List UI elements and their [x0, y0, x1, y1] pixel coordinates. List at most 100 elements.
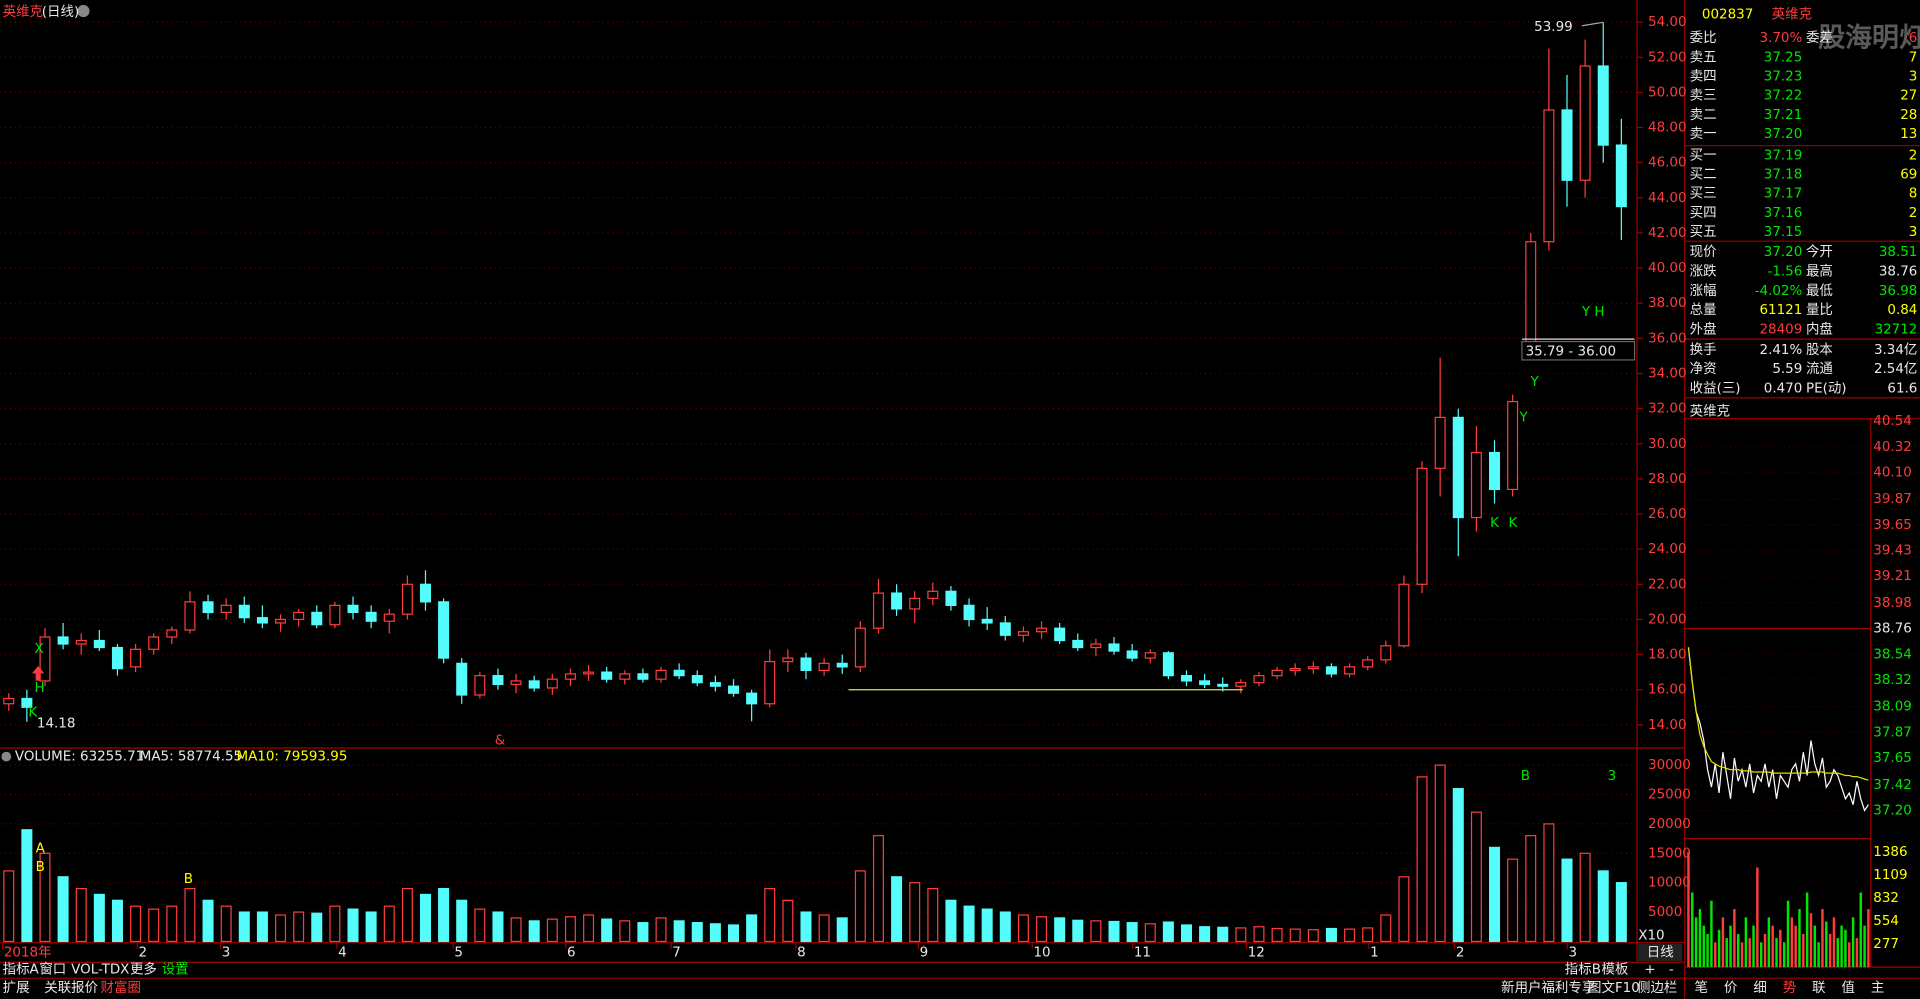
signal-label: Y: [1530, 375, 1540, 390]
candle-body: [1180, 675, 1192, 682]
toolbar-button[interactable]: -: [1669, 963, 1674, 978]
toolbar-button[interactable]: 更多: [130, 961, 157, 978]
menu-icon[interactable]: [77, 4, 90, 18]
signal-label: 3: [1608, 769, 1617, 784]
y-tick-label: 34.00: [1648, 366, 1687, 381]
tab[interactable]: 联: [1812, 980, 1825, 996]
month-label: 10: [1033, 945, 1050, 960]
signal-label: K: [28, 706, 38, 721]
signal-label: B: [1521, 769, 1530, 784]
buy-arrow: [32, 666, 45, 681]
tab[interactable]: 势: [1783, 980, 1796, 996]
period-button-label[interactable]: 日线: [1647, 944, 1674, 960]
volume-bar: [583, 914, 595, 943]
tab[interactable]: 值: [1841, 980, 1854, 996]
volume-bar: [1072, 919, 1084, 943]
candle-body: [854, 627, 866, 668]
tab[interactable]: 细: [1753, 980, 1766, 996]
ma5-label: MA5: 58774.55: [140, 750, 242, 765]
volume-bar: [1054, 917, 1066, 943]
candle-body: [21, 697, 33, 708]
ma10-label: MA10: 79593.95: [236, 750, 347, 765]
candle-body: [148, 636, 160, 650]
y-tick-label: 37.20: [1873, 803, 1912, 818]
candle-body: [456, 662, 468, 696]
volume-bar: [492, 911, 504, 943]
candle-body: [311, 611, 323, 626]
candle-body: [963, 604, 975, 621]
candle-body: [999, 622, 1011, 636]
candle-body: [1380, 645, 1392, 661]
y-tick-label: 38.32: [1873, 673, 1912, 688]
volume-bar: [456, 899, 468, 943]
candle-body: [546, 678, 558, 689]
book-volume: 8: [1909, 187, 1918, 202]
quote-value: 3.34亿: [1874, 342, 1917, 358]
book-label: 卖一: [1690, 126, 1717, 142]
candle-body: [1036, 627, 1048, 633]
toolbar-button[interactable]: 图文F10: [1588, 980, 1640, 996]
candle-body: [1235, 682, 1247, 687]
volume-bar: [927, 887, 939, 943]
quote-value: 32712: [1875, 323, 1918, 338]
quote-value: 2.54亿: [1874, 361, 1917, 377]
toolbar-button[interactable]: 窗口: [39, 961, 66, 978]
volume-bar: [963, 905, 975, 943]
volume-bar: [909, 882, 921, 943]
volume-bar: [782, 899, 794, 943]
signal-label: X: [34, 642, 43, 657]
signal-label: B: [184, 872, 193, 887]
candle-body: [601, 671, 613, 680]
candle-body: [1434, 416, 1446, 469]
month-label: 9: [920, 945, 929, 960]
volume-bar: [619, 920, 631, 943]
signal-label: K: [1490, 516, 1500, 531]
tab[interactable]: 主: [1871, 980, 1884, 996]
y-tick-label: 38.09: [1873, 700, 1912, 715]
volume-bar: [746, 914, 758, 943]
volume-bar: [75, 887, 87, 943]
toolbar-button[interactable]: 财富圈: [101, 979, 141, 996]
toolbar-button[interactable]: 新用户福利专享: [1501, 979, 1595, 996]
month-label: 2: [1456, 945, 1465, 960]
candle-body: [1199, 680, 1211, 686]
price-line: [1687, 647, 1869, 812]
tab[interactable]: 价: [1724, 981, 1738, 996]
period-button[interactable]: [1638, 943, 1683, 962]
book-volume: 7: [1909, 51, 1918, 66]
toolbar-button[interactable]: 模板: [1602, 962, 1629, 978]
volume-bar: [854, 870, 866, 943]
volume-bar: [1398, 876, 1410, 943]
toolbar-button[interactable]: 指标A: [3, 962, 40, 978]
toolbar-button[interactable]: 侧边栏: [1637, 980, 1677, 996]
candle-body: [1108, 643, 1120, 652]
book-price: 37.21: [1764, 108, 1803, 123]
quote-label: 股本: [1806, 342, 1833, 358]
tab[interactable]: 笔: [1695, 980, 1708, 996]
toolbar-button[interactable]: +: [1644, 963, 1655, 978]
toolbar-button[interactable]: 关联报价: [44, 980, 98, 996]
y-tick-label: 54.00: [1648, 15, 1687, 30]
candle-body: [365, 611, 377, 622]
high-label: 53.99: [1534, 20, 1573, 35]
month-label: 6: [567, 945, 576, 960]
candle-body: [909, 597, 921, 610]
volume-bar: [1199, 926, 1211, 943]
volume-bar: [1235, 927, 1247, 943]
toolbar-button[interactable]: 设置: [162, 962, 189, 978]
quote-label: 换手: [1690, 342, 1717, 358]
menu-icon[interactable]: [1, 751, 12, 762]
quote-value: -4.02%: [1755, 284, 1803, 299]
candle-body: [673, 669, 685, 677]
toolbar-button[interactable]: 扩展: [3, 980, 30, 996]
volume-bar: [438, 887, 450, 943]
candle-body: [746, 692, 758, 705]
book-price: 37.19: [1764, 148, 1803, 163]
volume-bar: [1380, 914, 1392, 943]
month-label: 3: [222, 945, 231, 960]
toolbar-button[interactable]: 指标B: [1565, 962, 1601, 978]
volume-bar: [1180, 924, 1192, 943]
candle-body: [492, 675, 504, 686]
volume-bar: [1507, 858, 1519, 943]
toolbar-button[interactable]: VOL-TDX: [71, 963, 129, 978]
